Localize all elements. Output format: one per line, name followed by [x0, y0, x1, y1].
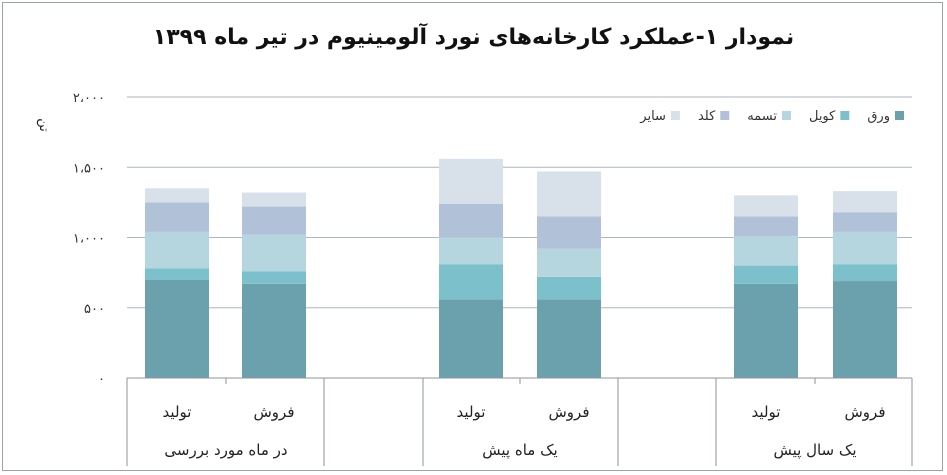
bar-segment [145, 202, 209, 232]
y-tick-label: ۵۰۰ [84, 302, 105, 317]
group-label: یک ماه پیش [482, 441, 557, 460]
legend-entry: ورق [867, 109, 890, 124]
bar-segment [833, 212, 897, 232]
bar-segment [537, 276, 601, 300]
bar-segment [242, 271, 306, 284]
bar-segment [734, 216, 798, 237]
legend: ورق کویل تسمه کلد سایر [639, 109, 904, 124]
legend-entry: کویل [809, 109, 836, 124]
bar-segment [734, 236, 798, 266]
legend-entry: تسمه [747, 109, 777, 124]
category-label: تولید [457, 403, 486, 421]
y-axis-label: تن [36, 118, 51, 132]
bar-segment [833, 231, 897, 265]
bar-segment [734, 195, 798, 217]
category-label: فروش [844, 403, 885, 421]
category-label: تولید [163, 403, 192, 421]
bar-segment [734, 265, 798, 284]
bar-segment [833, 281, 897, 378]
bar-segment [537, 299, 601, 378]
legend-swatch [670, 111, 680, 120]
y-tick-label: ۲،۰۰۰ [73, 91, 105, 106]
legend-swatch [781, 111, 791, 120]
bar-segment [537, 216, 601, 249]
category-label: فروش [253, 403, 294, 421]
bar-segment [145, 268, 209, 280]
bar-segment [242, 234, 306, 272]
legend-entry: سایر [639, 109, 666, 124]
bar-segment [439, 158, 503, 204]
chart-title: نمودار ۱-عملکرد کارخانه‌های نورد آلومینی… [152, 25, 795, 50]
category-labels: تولید فروش تولید فروش تولید فروش در ماه مورد ب… [163, 403, 886, 460]
bar-segment [242, 283, 306, 378]
bar-segment [242, 192, 306, 207]
y-tick-label: ۰ [98, 372, 105, 387]
bar-segment [145, 279, 209, 378]
category-label: تولید [752, 403, 781, 421]
group-label: در ماه مورد بررسی [164, 441, 287, 459]
bar-segment [439, 237, 503, 265]
group-label: یک سال پیش [774, 441, 857, 460]
bar-segment [439, 264, 503, 300]
axes: ۰ ۵۰۰ ۱،۰۰۰ ۱،۵۰۰ ۲،۰۰۰ تن [36, 91, 913, 466]
bar-segment [439, 203, 503, 238]
y-tick-label: ۱،۵۰۰ [73, 161, 105, 176]
bar-marks [145, 158, 897, 378]
bar-segment [833, 264, 897, 282]
bar-segment [145, 231, 209, 269]
bar-segment [833, 191, 897, 213]
legend-swatch [895, 111, 904, 120]
legend-swatch [720, 111, 730, 120]
bar-segment [242, 206, 306, 235]
legend-swatch [840, 111, 850, 120]
category-label: فروش [548, 403, 589, 421]
bar-segment [439, 299, 503, 378]
legend-entry: کلد [698, 109, 716, 124]
bar-segment [145, 188, 209, 203]
bar-segment [537, 171, 601, 217]
y-tick-label: ۱،۰۰۰ [73, 232, 105, 247]
bar-segment [537, 248, 601, 277]
bar-segment [734, 283, 798, 378]
